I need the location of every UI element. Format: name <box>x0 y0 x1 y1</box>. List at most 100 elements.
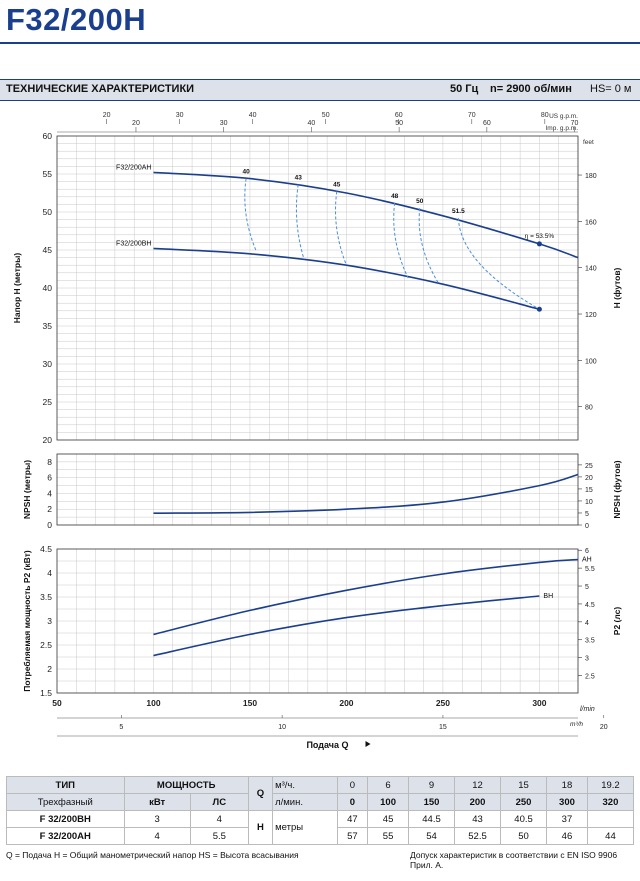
h-cell: 37 <box>546 810 588 828</box>
h-cell: 55 <box>367 827 409 845</box>
m3h-tick-label: 15 <box>439 724 447 731</box>
y-tick-label: 20 <box>43 435 53 445</box>
right-tick-label: 3 <box>585 656 589 663</box>
right-tick-label: 4 <box>585 620 589 627</box>
right-tick-label: 5.5 <box>585 566 595 573</box>
y-tick-label: 3 <box>47 616 52 626</box>
y-tick-label: 2 <box>47 504 52 514</box>
h-cell <box>586 810 635 828</box>
phase-label: Трехфазный <box>6 793 125 811</box>
right-tick-label: 2.5 <box>585 674 595 681</box>
right-tick-label: 3.5 <box>585 638 595 645</box>
y-tick-label: 55 <box>43 169 53 179</box>
y-tick-label: 0 <box>47 520 52 530</box>
plot-frame <box>56 548 579 694</box>
y-axis-label: NPSH (метры) <box>22 460 32 519</box>
model-hp: 5.5 <box>189 827 249 845</box>
top-usgpm-tick-label: 60 <box>395 112 403 119</box>
right-tick-label: 4.5 <box>585 602 595 609</box>
right-tick-label: 20 <box>585 475 593 482</box>
y-tick-label: 4 <box>47 488 52 498</box>
bep-marker <box>536 306 542 312</box>
y-tick-label: 4 <box>47 568 52 578</box>
top-impgpm-tick-label: 60 <box>483 120 491 127</box>
top-usgpm-tick-label: 50 <box>322 112 330 119</box>
q-m3h-cell: 9 <box>407 776 456 794</box>
performance-table: ТИП МОЩНОСТЬ Q м³/ч. 0 6 9 12 15 18 19.2… <box>6 776 635 845</box>
h-cell: 44 <box>586 827 635 845</box>
q-lmin-cell: 200 <box>454 793 502 811</box>
y-tick-label: 50 <box>43 207 53 217</box>
y-axis-label: Потребляемая мощность P2 (кВт) <box>22 550 32 692</box>
x-axis-label: Подача Q <box>306 740 348 750</box>
right-tick-label: 6 <box>585 548 589 555</box>
h-cell: 54 <box>407 827 456 845</box>
h-cell: 50 <box>500 827 548 845</box>
right-tick-label: 120 <box>585 312 597 319</box>
spec-speed: n= 2900 об/мин <box>490 83 572 95</box>
model-name: F 32/200BH <box>6 810 125 828</box>
h-cell: 44.5 <box>407 810 456 828</box>
y-tick-label: 45 <box>43 245 53 255</box>
unit-lmin: л/мин. <box>272 793 338 811</box>
right-tick-label: 10 <box>585 499 593 506</box>
x-axis-arrow-icon <box>365 741 371 747</box>
unit-m3h: м³/ч. <box>272 776 338 794</box>
footer-tolerance: Допуск характеристик в соответствии с EN… <box>410 850 618 870</box>
right-unit-label: feet <box>583 139 594 146</box>
top-usgpm-tick-label: 70 <box>468 112 476 119</box>
y-tick-label: 8 <box>47 457 52 467</box>
x-tick-label: 50 <box>52 698 62 708</box>
model-kw: 4 <box>123 827 191 845</box>
x-tick-label: 250 <box>436 698 450 708</box>
hp-label: ЛС <box>189 793 249 811</box>
q-lmin-cell: 100 <box>367 793 409 811</box>
top-usgpm-tick-label: 80 <box>541 112 549 119</box>
top-usgpm-tick-label: 30 <box>176 112 184 119</box>
footer-legend: Q = Подача H = Общий манометрический нап… <box>6 850 299 860</box>
y-tick-label: 6 <box>47 473 52 483</box>
y-axis-right-label: P2 (лс) <box>612 607 622 636</box>
right-tick-label: 180 <box>585 173 597 180</box>
right-tick-label: 140 <box>585 266 597 273</box>
series-line <box>153 558 579 636</box>
x-unit-m3h: m³/h <box>570 721 583 728</box>
top-usgpm-tick-label: 40 <box>249 112 257 119</box>
top-usgpm-label: US g.p.m. <box>549 113 578 120</box>
efficiency-curve <box>418 208 440 285</box>
model-kw: 3 <box>123 810 191 828</box>
series-label: BH <box>543 593 553 600</box>
right-tick-label: 5 <box>585 584 589 591</box>
m3h-tick-label: 20 <box>600 724 608 731</box>
q-m3h-cell: 15 <box>500 776 548 794</box>
q-lmin-cell: 0 <box>336 793 369 811</box>
right-tick-label: 100 <box>585 358 597 365</box>
h-cell: 46 <box>546 827 588 845</box>
q-lmin-cell: 250 <box>500 793 548 811</box>
y-tick-label: 2 <box>47 664 52 674</box>
q-m3h-cell: 6 <box>367 776 409 794</box>
h-cell: 52.5 <box>454 827 502 845</box>
q-symbol: Q <box>247 776 274 811</box>
y-axis-right-label: NPSH (футов) <box>612 460 622 518</box>
q-lmin-cell: 300 <box>546 793 588 811</box>
efficiency-label: 48 <box>391 193 399 200</box>
plot-frame <box>56 135 579 441</box>
efficiency-curve <box>335 191 347 266</box>
right-tick-label: 25 <box>585 463 593 470</box>
h-cell: 57 <box>336 827 369 845</box>
efficiency-curve <box>457 218 540 310</box>
efficiency-label: 51.5 <box>452 208 465 215</box>
x-tick-label: 150 <box>243 698 257 708</box>
head-type: ТИП <box>6 776 125 794</box>
right-tick-label: 0 <box>585 523 589 530</box>
right-tick-label: 5 <box>585 511 589 518</box>
top-impgpm-tick-label: 50 <box>395 120 403 127</box>
q-lmin-cell: 320 <box>586 793 635 811</box>
top-impgpm-label: Imp. g.p.m. <box>545 125 578 132</box>
y-axis-label: Напор H (метры) <box>12 253 22 324</box>
y-tick-label: 60 <box>43 131 53 141</box>
kw-label: кВт <box>123 793 191 811</box>
m3h-tick-label: 10 <box>278 724 286 731</box>
